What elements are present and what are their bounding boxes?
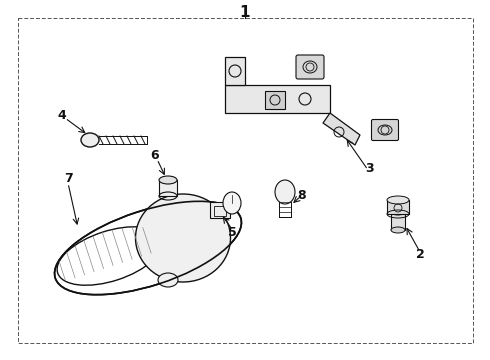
Ellipse shape: [391, 227, 405, 233]
Ellipse shape: [136, 194, 230, 282]
Text: 4: 4: [58, 108, 66, 122]
Polygon shape: [225, 85, 330, 113]
Text: 3: 3: [366, 162, 374, 175]
Ellipse shape: [223, 192, 241, 214]
FancyBboxPatch shape: [296, 55, 324, 79]
Bar: [159, 180, 177, 196]
Text: 2: 2: [416, 248, 424, 261]
Text: 1: 1: [240, 5, 250, 19]
Ellipse shape: [159, 176, 177, 184]
Bar: [387, 200, 409, 214]
Text: 5: 5: [228, 225, 236, 239]
Bar: [214, 206, 226, 216]
Ellipse shape: [158, 273, 178, 287]
Text: 6: 6: [151, 149, 159, 162]
Text: 8: 8: [298, 189, 306, 202]
FancyBboxPatch shape: [371, 120, 398, 140]
Ellipse shape: [391, 209, 405, 215]
Ellipse shape: [275, 180, 295, 204]
Polygon shape: [323, 113, 360, 145]
Bar: [210, 202, 230, 218]
Bar: [265, 91, 285, 109]
Polygon shape: [225, 57, 245, 85]
Ellipse shape: [81, 133, 99, 147]
Ellipse shape: [387, 196, 409, 204]
Bar: [391, 212, 405, 230]
Text: 7: 7: [64, 171, 73, 185]
